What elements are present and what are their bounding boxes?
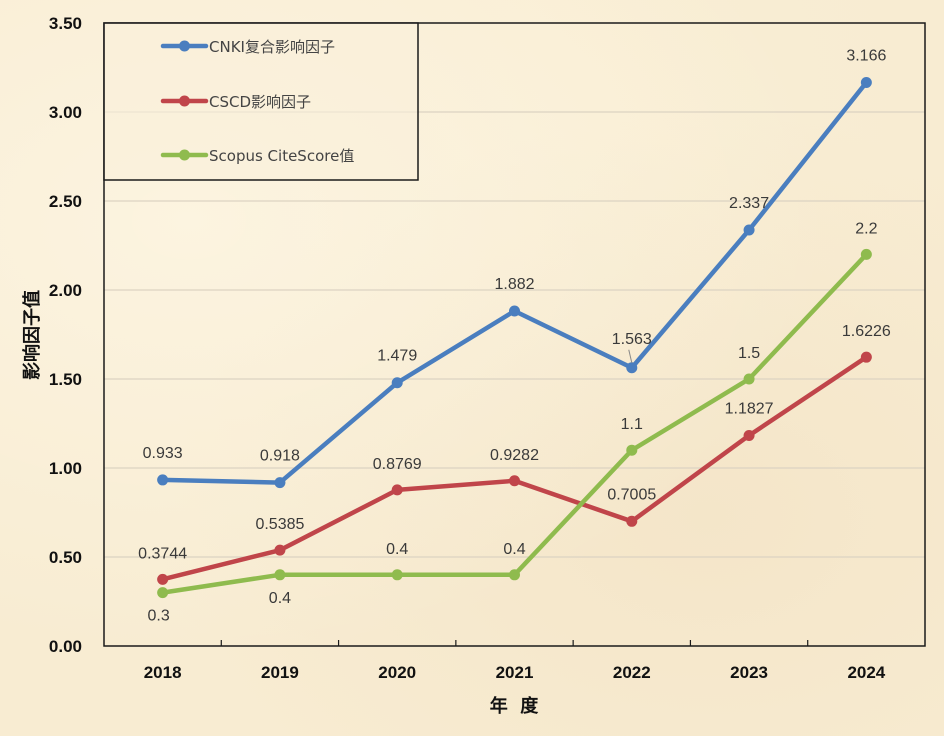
- data-label-cscd: 1.1827: [725, 400, 774, 417]
- y-axis-ticks: 0.00 0.50 1.00 1.50 2.00 2.50 3.00 3.50: [49, 14, 82, 656]
- data-point-cscd: [509, 475, 520, 487]
- y-tick-label: 3.00: [49, 103, 82, 122]
- series-cnki: [157, 76, 872, 489]
- data-point-scopus: [157, 587, 169, 599]
- data-label-scopus: 0.4: [269, 590, 291, 607]
- data-point-scopus: [743, 373, 755, 385]
- data-label-scopus: 0.3: [148, 608, 170, 625]
- x-tick-label: 2023: [730, 663, 768, 682]
- data-label-cscd: 0.9282: [490, 447, 539, 464]
- data-label-scopus: 0.4: [386, 541, 408, 558]
- data-point-scopus: [274, 569, 286, 581]
- data-point-cnki: [157, 474, 169, 486]
- data-point-cscd: [274, 544, 286, 556]
- series-group: [157, 76, 872, 599]
- data-labels: 0.933 0.918 1.479 1.882 1.563 2.337 3.166 0.374…: [138, 47, 891, 624]
- x-tick-label: 2020: [378, 663, 416, 682]
- data-label-scopus: 0.4: [503, 541, 525, 558]
- series-cscd: [157, 351, 872, 585]
- data-point-cscd: [157, 573, 169, 585]
- data-label-cnki: 0.933: [143, 445, 183, 462]
- data-point-cnki: [743, 224, 755, 236]
- legend-marker: [179, 40, 190, 52]
- x-tick-label: 2021: [496, 663, 534, 682]
- data-label-cnki: 1.882: [494, 276, 534, 293]
- data-label-scopus: 1.5: [738, 345, 760, 362]
- series-scopus: [157, 248, 872, 599]
- x-axis-ticks: 2018 2019 2020 2021 2022 2023 2024: [144, 640, 886, 682]
- legend-box: [103, 22, 419, 181]
- y-tick-label: 3.50: [49, 14, 82, 33]
- data-label-cscd: 0.3744: [138, 545, 187, 562]
- legend-label: Scopus CiteScore值: [209, 147, 354, 165]
- data-label-cscd: 0.7005: [607, 486, 656, 503]
- data-point-cscd: [743, 429, 755, 441]
- y-tick-label: 2.50: [49, 192, 82, 211]
- x-tick-label: 2022: [613, 663, 651, 682]
- data-label-cnki: 1.563: [612, 331, 652, 348]
- legend-item-cnki: CNKI复合影响因子: [160, 38, 335, 56]
- y-axis-title: 影响因子值: [21, 290, 43, 380]
- data-point-scopus: [626, 444, 638, 456]
- legend-label: CSCD影响因子: [209, 93, 311, 111]
- legend-item-scopus: Scopus CiteScore值: [160, 147, 354, 165]
- data-point-cnki: [509, 305, 520, 317]
- data-point-cnki: [860, 76, 872, 88]
- data-point-cscd: [626, 515, 638, 527]
- data-label-cnki: 3.166: [846, 47, 886, 64]
- y-tick-label: 0.50: [49, 548, 82, 567]
- label-leader-line: [628, 349, 633, 363]
- data-label-scopus: 2.2: [855, 220, 877, 237]
- data-label-cnki: 1.479: [377, 348, 417, 365]
- legend-item-cscd: CSCD影响因子: [160, 93, 311, 111]
- data-point-scopus: [391, 569, 403, 581]
- legend-marker: [179, 149, 190, 161]
- data-point-scopus: [860, 248, 872, 260]
- x-tick-label: 2024: [847, 663, 885, 682]
- data-label-cscd: 0.5385: [255, 516, 304, 533]
- data-label-cscd: 1.6226: [842, 323, 891, 340]
- data-point-cnki: [626, 362, 638, 374]
- x-tick-label: 2018: [144, 663, 182, 682]
- data-point-cnki: [274, 477, 286, 489]
- legend: CNKI复合影响因子 CSCD影响因子 Scopus CiteScore值: [103, 22, 419, 181]
- x-axis-title: 年 度: [490, 695, 540, 717]
- y-tick-label: 0.00: [49, 637, 82, 656]
- y-tick-label: 1.00: [49, 459, 82, 478]
- legend-label: CNKI复合影响因子: [209, 38, 335, 56]
- data-point-cscd: [391, 484, 403, 496]
- data-point-cnki: [391, 377, 403, 389]
- plot-area-frame: [103, 22, 926, 647]
- y-tick-label: 2.00: [49, 281, 82, 300]
- data-point-cscd: [860, 351, 872, 363]
- legend-marker: [179, 95, 190, 107]
- data-point-scopus: [509, 569, 520, 581]
- data-label-cnki: 0.918: [260, 448, 300, 465]
- data-label-scopus: 1.1: [621, 416, 643, 433]
- data-label-cnki: 2.337: [729, 195, 769, 212]
- data-label-cscd: 0.8769: [373, 456, 422, 473]
- y-tick-label: 1.50: [49, 370, 82, 389]
- x-tick-label: 2019: [261, 663, 299, 682]
